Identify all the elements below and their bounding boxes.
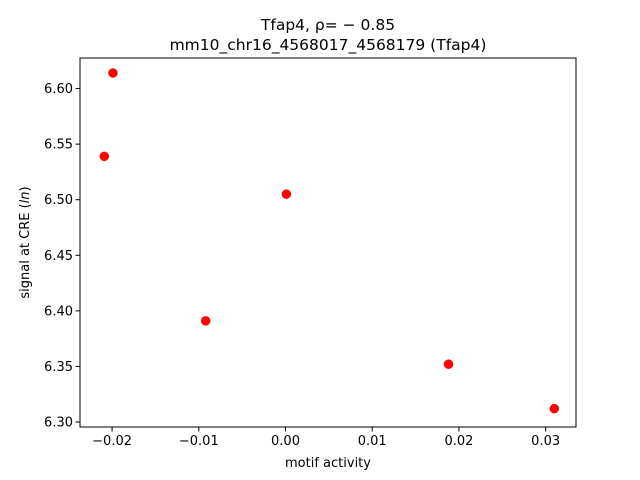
data-point (443, 359, 454, 369)
y-axis-label: signal at CRE (ln) (18, 186, 33, 298)
data-point (200, 316, 211, 326)
y-axis-label-text: signal at CRE ( (18, 203, 33, 298)
y-tick-label: 6.55 (44, 138, 73, 153)
data-point (549, 403, 560, 414)
x-axis-label: motif activity (285, 456, 371, 471)
y-tick-label: 6.50 (44, 193, 73, 208)
x-tick-label: 0.02 (444, 434, 473, 449)
x-tick-label: 0.01 (358, 434, 387, 449)
plot-frame (79, 57, 577, 428)
chart-title-line2: mm10_chr16_4568017_4568179 (Tfap4) (170, 36, 487, 55)
y-tick-label: 6.30 (44, 415, 73, 430)
y-axis-ticks: 6.30 6.35 6.40 6.45 6.50 6.55 6.60 (44, 82, 80, 430)
y-axis-label-unit: ln (18, 191, 33, 203)
x-axis-ticks: −0.02 −0.01 0.00 0.01 0.02 0.03 (92, 427, 560, 449)
x-tick-label: −0.01 (179, 434, 219, 449)
y-tick-label: 6.35 (44, 360, 73, 375)
x-tick-label: 0.03 (531, 434, 560, 449)
data-points (99, 68, 560, 414)
data-point (281, 189, 292, 199)
y-axis-label-close: ) (18, 186, 33, 191)
chart-title-line1: Tfap4, ρ= − 0.85 (260, 16, 395, 34)
data-point (99, 151, 110, 162)
x-tick-label: 0.00 (271, 434, 300, 449)
y-tick-label: 6.60 (44, 82, 73, 97)
x-tick-label: −0.02 (92, 434, 132, 449)
y-tick-label: 6.40 (44, 304, 73, 319)
data-point (108, 68, 118, 78)
y-tick-label: 6.45 (44, 249, 73, 264)
